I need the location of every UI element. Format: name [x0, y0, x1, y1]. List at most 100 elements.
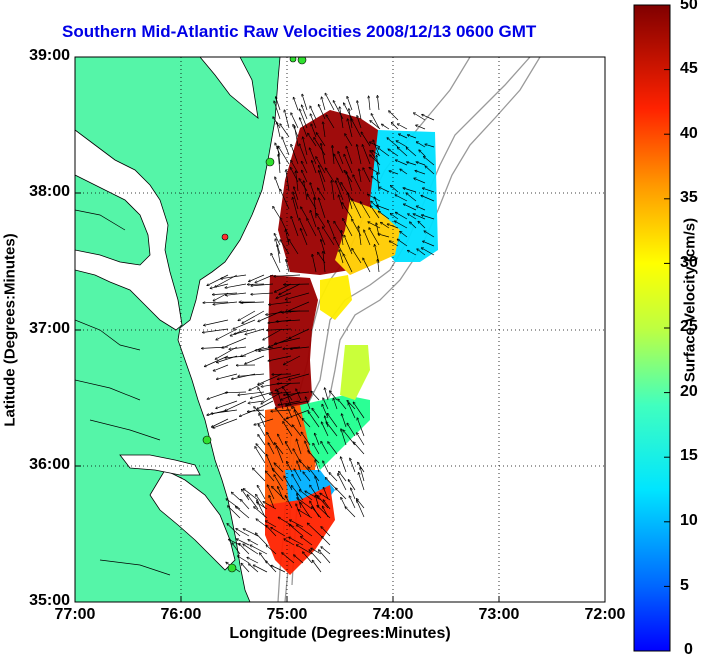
colorbar-tick: 30: [680, 254, 698, 271]
velocity-vector: [348, 403, 356, 419]
velocity-vector: [377, 206, 390, 211]
velocity-vector: [258, 388, 266, 401]
velocity-vector: [280, 240, 290, 255]
velocity-vector: [338, 399, 347, 410]
colorbar-label: Surface Velocity (cm/s): [681, 217, 699, 383]
delaware-bay: [199, 57, 259, 119]
velocity-vector: [403, 188, 417, 193]
velocity-vector: [325, 168, 335, 183]
velocity-vector: [371, 201, 381, 211]
velocity-vector: [379, 211, 390, 220]
velocity-vector: [351, 488, 356, 500]
velocity-vector: [352, 199, 362, 219]
velocity-vector: [424, 157, 435, 166]
station-marker: [265, 157, 275, 167]
velocity-vector: [321, 442, 329, 455]
velocity-vector: [293, 198, 299, 219]
velocity-vector: [302, 105, 308, 120]
y-tick-label: 38:00: [29, 183, 70, 200]
velocity-vector: [350, 458, 356, 473]
velocity-vector: [286, 292, 310, 300]
velocity-vector: [241, 302, 265, 303]
velocity-vector: [348, 480, 356, 491]
velocity-vector: [308, 133, 317, 147]
velocity-vector: [271, 566, 286, 573]
velocity-vector: [272, 487, 286, 501]
velocity-vector: [292, 475, 302, 491]
velocity-vector: [284, 419, 293, 428]
velocity-vector: [213, 301, 238, 304]
velocity-vector: [300, 503, 311, 518]
velocity-vector: [301, 229, 308, 246]
velocity-vector: [284, 110, 290, 129]
velocity-vector: [399, 134, 408, 139]
velocity-vector: [300, 490, 313, 501]
velocity-vector: [328, 221, 335, 237]
velocity-vector: [298, 510, 313, 519]
velocity-vector: [274, 463, 284, 473]
velocity-vector: [404, 204, 417, 211]
velocity-vector: [387, 224, 399, 229]
velocity-vector: [225, 355, 247, 358]
station-marker: [227, 563, 237, 573]
velocity-vector: [319, 550, 331, 564]
velocity-vector: [248, 540, 259, 546]
velocity-vector: [213, 418, 238, 428]
velocity-vector: [339, 250, 344, 264]
velocity-vector: [313, 444, 320, 455]
velocity-vector: [271, 409, 292, 411]
velocity-vector: [214, 364, 229, 371]
velocity-vector: [318, 188, 326, 201]
velocity-vector: [288, 400, 310, 405]
velocity-vector: [344, 235, 353, 255]
velocity-vector: [357, 500, 365, 518]
velocity-vector: [406, 193, 417, 202]
velocity-vector: [301, 432, 311, 446]
colorbar-tick: 50: [680, 0, 698, 13]
velocity-vector: [417, 142, 426, 148]
velocity-vector: [422, 248, 435, 256]
velocity-vector: [291, 145, 299, 165]
colorbar-tick: 10: [680, 512, 698, 529]
velocity-vector: [297, 439, 302, 455]
velocity-vector: [312, 255, 317, 273]
station-markers: [202, 57, 307, 573]
velocity-vector: [338, 474, 347, 491]
velocity-vector: [294, 555, 304, 564]
velocity-vector: [392, 123, 399, 130]
velocity-vector: [378, 148, 390, 157]
velocity-vector: [285, 496, 293, 509]
velocity-vector: [387, 138, 399, 148]
velocity-vector: [254, 418, 274, 425]
y-tick-label: 36:00: [29, 456, 70, 473]
colorbar-tick: 0: [684, 641, 693, 658]
velocity-vector: [258, 425, 266, 437]
velocity-vector: [297, 498, 313, 510]
velocity-vector: [263, 328, 283, 340]
velocity-vector: [254, 407, 266, 419]
velocity-vector: [243, 544, 259, 555]
velocity-vector: [269, 496, 275, 509]
velocity-vector: [354, 442, 365, 455]
velocity-vector: [253, 468, 266, 482]
y-tick-label: 39:00: [29, 47, 70, 64]
velocity-vector: [312, 161, 317, 174]
velocity-vector: [422, 215, 435, 220]
velocity-vector: [321, 547, 331, 555]
velocity-vector: [422, 115, 435, 121]
velocity-vector: [314, 138, 326, 156]
velocity-vector: [309, 550, 322, 564]
velocity-vector: [424, 231, 435, 238]
velocity-vector: [241, 346, 265, 356]
velocity-vector: [256, 495, 266, 509]
velocity-vector: [345, 134, 353, 147]
station-marker: [202, 435, 212, 445]
velocity-vector: [276, 97, 281, 111]
y-tick-label: 35:00: [29, 592, 70, 609]
velocity-vector: [241, 500, 250, 510]
velocity-vector: [414, 113, 426, 121]
velocity-vector: [419, 150, 426, 157]
velocity-vector: [334, 154, 344, 174]
velocity-vector: [395, 221, 408, 229]
velocity-vector: [211, 409, 238, 414]
